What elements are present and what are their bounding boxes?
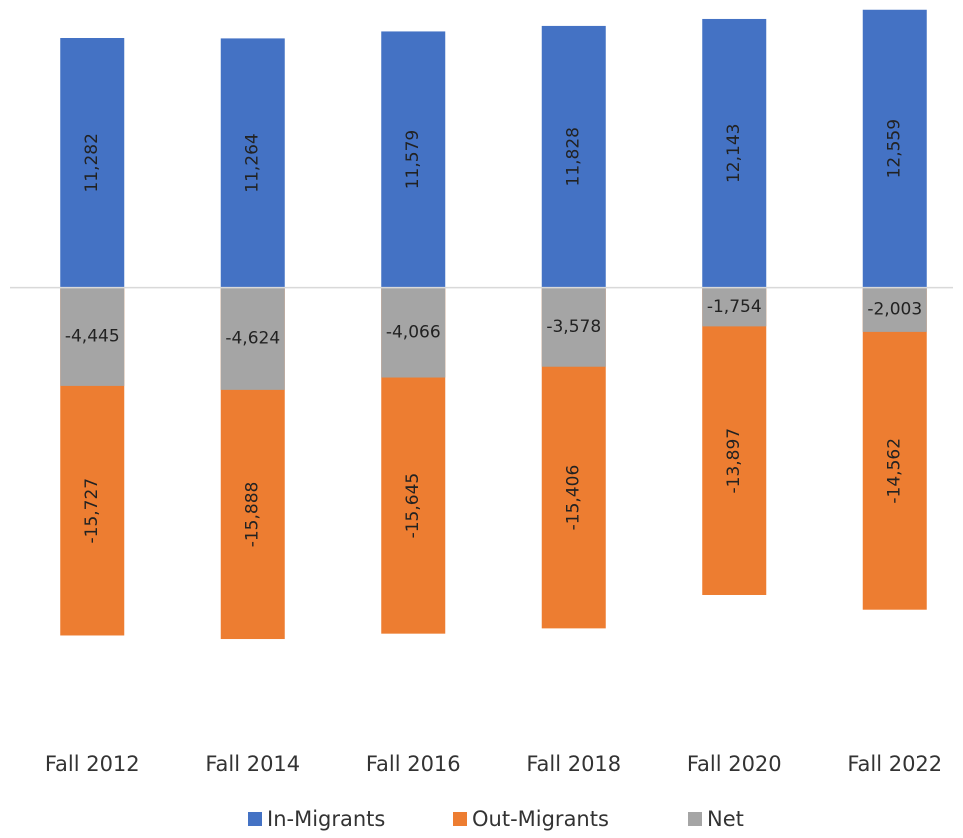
x-tick-label: Fall 2016 [366,752,461,776]
x-tick-label: Fall 2020 [687,752,782,776]
data-label: -3,578 [546,317,601,337]
legend-swatch [688,812,702,826]
bar [862,287,927,610]
data-label: 12,559 [885,119,905,178]
legend-label: Out-Migrants [472,807,609,831]
data-label: -13,897 [724,428,744,494]
data-label: -15,888 [243,482,263,548]
x-tick-label: Fall 2014 [205,752,300,776]
legend-swatch [453,812,467,826]
data-label: -14,562 [885,438,905,504]
data-label: -15,645 [403,473,423,539]
bar [702,18,767,288]
bar [60,287,125,386]
data-label: 11,579 [403,130,423,189]
bar [381,287,446,378]
x-tick-label: Fall 2018 [526,752,621,776]
bar [60,38,125,288]
data-label: -1,754 [707,297,762,317]
data-label: -4,445 [65,327,120,347]
data-label: -4,066 [386,323,441,343]
bar [220,38,285,288]
bar [220,287,285,390]
data-label: 11,264 [243,133,263,192]
bar [702,287,767,595]
bar [541,25,606,288]
bar [702,287,767,327]
data-label: 12,143 [724,124,744,183]
data-label: -4,624 [225,329,280,349]
data-label: -2,003 [867,300,922,320]
bar [381,31,446,288]
data-label: -15,406 [564,465,584,531]
data-label: 11,828 [564,127,584,186]
bar [862,9,927,288]
x-tick-label: Fall 2022 [847,752,942,776]
x-tick-label: Fall 2012 [45,752,140,776]
bar [541,287,606,367]
legend-swatch [248,812,262,826]
bar [862,287,927,332]
data-label: -15,727 [82,478,102,544]
data-label: 11,282 [82,133,102,192]
legend-label: In-Migrants [267,807,385,831]
legend-label: Net [707,807,744,831]
